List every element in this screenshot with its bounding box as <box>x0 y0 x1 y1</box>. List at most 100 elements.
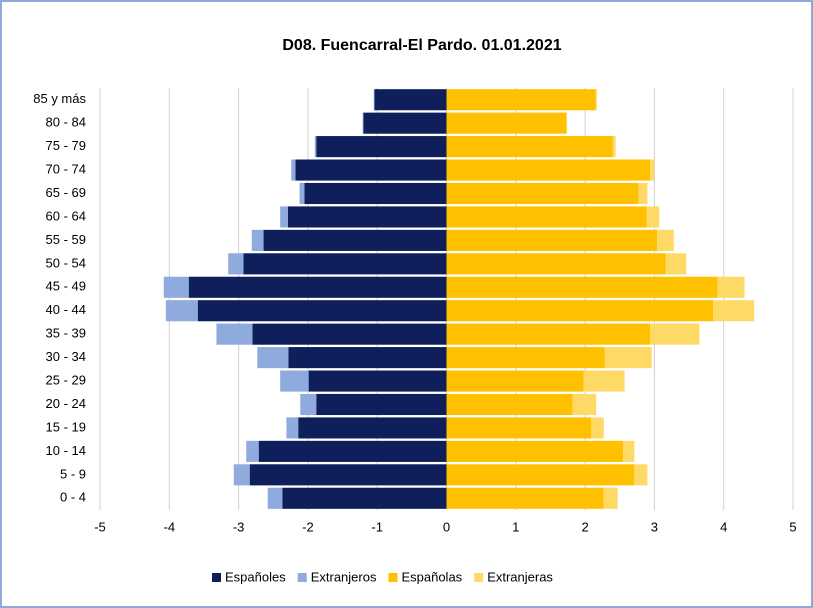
bar <box>638 182 648 205</box>
bar <box>362 112 364 134</box>
bar <box>252 323 447 345</box>
bar <box>288 347 447 369</box>
bar <box>623 440 635 462</box>
bar <box>295 159 447 181</box>
bar <box>595 89 597 111</box>
bar <box>251 229 264 251</box>
bar <box>713 300 755 322</box>
bar <box>583 370 625 392</box>
bar <box>243 253 447 275</box>
bar <box>300 393 317 416</box>
y-tick-label: 55 - 59 <box>46 232 86 247</box>
legend-label: Españolas <box>401 569 462 584</box>
bar <box>228 253 244 275</box>
bar <box>233 464 250 486</box>
y-tick-label: 30 - 34 <box>46 349 86 364</box>
bar <box>299 182 305 205</box>
bar <box>446 112 567 134</box>
legend-swatch <box>297 573 307 582</box>
bar <box>603 487 618 509</box>
bar <box>298 417 447 439</box>
bar <box>446 393 573 416</box>
bar <box>446 417 592 439</box>
bar <box>446 182 639 205</box>
legend-swatch <box>474 573 484 582</box>
bar <box>446 229 658 251</box>
bar <box>446 487 604 509</box>
legend-label: Españoles <box>225 569 286 584</box>
bar <box>446 253 666 275</box>
y-tick-label: 15 - 19 <box>46 419 86 434</box>
bar <box>258 440 447 462</box>
legend-label: Extranjeras <box>487 569 553 584</box>
bar <box>316 393 447 416</box>
bar <box>446 206 647 228</box>
y-tick-label: 25 - 29 <box>46 372 86 387</box>
y-tick-label: 70 - 74 <box>46 161 86 176</box>
bar <box>280 206 288 228</box>
bar <box>316 136 447 158</box>
bar <box>717 276 745 298</box>
bar <box>446 464 635 486</box>
bar <box>197 300 447 322</box>
y-tick-label: 10 - 14 <box>46 443 86 458</box>
x-tick-label: 1 <box>512 519 519 534</box>
y-tick-label: 85 y más <box>33 91 86 106</box>
bar <box>304 182 447 205</box>
x-tick-label: 0 <box>443 519 450 534</box>
y-tick-label: 5 - 9 <box>60 466 86 481</box>
bar <box>591 417 604 439</box>
bar <box>446 136 613 158</box>
bar <box>604 347 652 369</box>
chart-title: D08. Fuencarral-El Pardo. 01.01.2021 <box>282 37 561 54</box>
legend-swatch <box>388 573 398 582</box>
y-tick-label: 75 - 79 <box>46 138 86 153</box>
x-tick-label: -4 <box>164 519 176 534</box>
bar <box>665 253 687 275</box>
x-tick-label: -3 <box>233 519 245 534</box>
bar <box>650 323 700 345</box>
bar <box>373 89 375 111</box>
y-tick-label: 50 - 54 <box>46 255 86 270</box>
x-tick-label: 5 <box>789 519 796 534</box>
y-tick-label: 20 - 24 <box>46 396 86 411</box>
bar <box>446 159 651 181</box>
y-tick-label: 80 - 84 <box>46 115 86 130</box>
y-tick-label: 65 - 69 <box>46 185 86 200</box>
bar <box>446 89 596 111</box>
y-tick-label: 40 - 44 <box>46 302 86 317</box>
x-tick-label: 3 <box>651 519 658 534</box>
bar <box>287 206 447 228</box>
bar <box>634 464 648 486</box>
x-tick-label: -5 <box>94 519 106 534</box>
bar <box>446 440 624 462</box>
bar <box>612 136 616 158</box>
bar <box>446 347 605 369</box>
bar <box>286 417 299 439</box>
x-tick-label: 2 <box>581 519 588 534</box>
bar <box>650 159 655 181</box>
bar <box>314 136 317 158</box>
bar <box>646 206 660 228</box>
bar <box>566 112 568 134</box>
bar <box>446 323 651 345</box>
bar <box>163 276 189 298</box>
bar <box>446 370 584 392</box>
bar <box>165 300 198 322</box>
bar <box>572 393 597 416</box>
bar <box>282 487 447 509</box>
x-tick-label: 4 <box>720 519 727 534</box>
bar <box>657 229 674 251</box>
y-tick-label: 45 - 49 <box>46 279 86 294</box>
bar <box>446 276 718 298</box>
bar <box>446 300 714 322</box>
bar <box>263 229 447 251</box>
y-tick-label: 0 - 4 <box>60 490 86 505</box>
x-tick-label: -1 <box>371 519 383 534</box>
legend-swatch <box>212 573 221 582</box>
bar <box>308 370 447 392</box>
bar <box>280 370 309 392</box>
bar <box>188 276 447 298</box>
bar <box>267 487 283 509</box>
